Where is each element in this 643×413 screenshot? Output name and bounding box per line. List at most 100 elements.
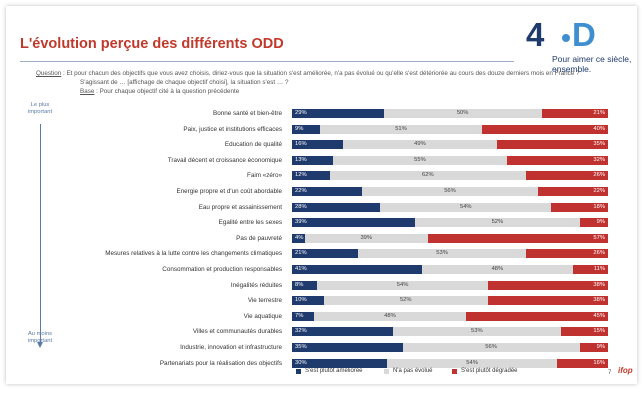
category-label: Eau propre et assainissement <box>198 203 282 211</box>
bar-segment-improved: 21% <box>292 249 359 259</box>
category-label: Pas de pauvreté <box>236 234 282 242</box>
question-text-2: S'agissant de … [affichage de chaque obj… <box>80 79 289 86</box>
bar-segment-same: 54% <box>386 358 558 368</box>
axis-bottom-label: Au moins important <box>27 331 53 344</box>
bar-segment-same: 52% <box>415 218 580 228</box>
bar-segment-improved: 28% <box>292 202 381 212</box>
category-label: Bonne santé et bien-être <box>213 110 282 117</box>
bar-segment-degraded: 26% <box>525 171 608 181</box>
logo: 4 D Pour aimer ce siècle, ensemble. <box>522 16 637 86</box>
legend-improved: S'est plutôt améliorée <box>296 368 363 374</box>
logo-dot <box>562 34 570 42</box>
category-label: Consommation et production responsables <box>162 266 282 273</box>
bar-segment-improved: 39% <box>292 218 416 228</box>
question-label: Question <box>36 70 62 77</box>
bar-row: 28% 54% 18% <box>292 202 608 212</box>
bar-row: 30% 54% 16% <box>292 358 608 368</box>
bar-segment-same: 54% <box>380 202 552 212</box>
bar-segment-degraded: 16% <box>557 358 608 368</box>
logo-letter: D <box>572 16 596 53</box>
bar-segment-degraded: 38% <box>487 296 608 306</box>
category-label: Vie terrestre <box>247 297 282 305</box>
arrow-down-icon <box>37 342 43 348</box>
legend-label-improved: S'est plutôt améliorée <box>305 368 363 374</box>
bar-segment-same: 52% <box>323 296 488 306</box>
bar-segment-degraded: 35% <box>497 140 608 150</box>
bar-segment-degraded: 22% <box>538 187 608 196</box>
bar-segment-improved: 35% <box>292 343 403 352</box>
bar-segment-degraded: 9% <box>579 218 608 228</box>
bar-segment-same: 62% <box>329 171 526 181</box>
bar-segment-degraded: 26% <box>525 249 608 259</box>
bar-segment-degraded: 18% <box>551 202 608 212</box>
legend-swatch-improved <box>296 368 301 374</box>
bar-segment-improved: 30% <box>292 358 387 368</box>
axis-top-label: Le plus important <box>27 102 53 115</box>
bar-segment-improved: 41% <box>292 265 422 274</box>
base-label: Base <box>80 88 95 95</box>
page-title: L'évolution perçue des différents ODD <box>20 36 284 52</box>
legend-label-degraded: S'est plutôt dégradée <box>461 368 518 374</box>
category-label: Vie aquatique <box>243 312 282 320</box>
bar-segment-same: 48% <box>314 311 466 321</box>
category-label: Partenariats pour la réalisation des obj… <box>159 359 282 367</box>
bar-row: 7% 48% 45% <box>292 311 608 321</box>
category-label: Inégalités réduites <box>230 281 282 289</box>
category-label: Villes et communautés durables <box>192 328 282 336</box>
legend-swatch-degraded <box>452 368 457 374</box>
importance-arrow-line <box>40 124 41 344</box>
category-label: Education de qualité <box>224 141 282 149</box>
question-text: Question : Et pour chacun des objectifs … <box>36 70 580 77</box>
logo-tagline: Pour aimer ce siècle, ensemble. <box>552 54 631 74</box>
bar-segment-improved: 16% <box>292 140 343 150</box>
bar-row: 29% 50% 21% <box>292 109 608 118</box>
bar-segment-degraded: 9% <box>579 343 608 352</box>
base-body: : Pour chaque objectif cité à la questio… <box>94 88 240 95</box>
bar-row: 35% 56% 9% <box>292 343 608 352</box>
bar-row: 16% 49% 35% <box>292 140 608 150</box>
bar-segment-improved: 29% <box>292 109 384 118</box>
bar-row: 10% 52% 38% <box>292 296 608 306</box>
bar-segment-degraded: 11% <box>573 265 608 274</box>
bar-segment-improved: 10% <box>292 296 324 306</box>
bar-segment-degraded: 32% <box>506 155 608 165</box>
bar-segment-improved: 12% <box>292 171 330 181</box>
bar-row: 12% 62% 26% <box>292 171 608 181</box>
bar-segment-same: 49% <box>342 140 498 150</box>
legend-same: N'a pas évolué <box>384 368 433 374</box>
base-text: Base : Pour chaque objectif cité à la qu… <box>80 88 239 95</box>
bar-row: 41% 48% 11% <box>292 265 608 274</box>
category-label: Paix, justice et institutions efficaces <box>183 125 282 133</box>
bar-segment-degraded: 45% <box>465 311 608 321</box>
category-label: Energie propre et d'un coût abordable <box>176 188 282 195</box>
logo-tagline-line-1: Pour aimer ce siècle, <box>552 54 632 64</box>
logo-tagline-line-2: ensemble. <box>552 64 592 74</box>
bar-segment-improved: 8% <box>292 280 318 290</box>
legend-swatch-same <box>384 368 389 374</box>
bar-row: 13% 55% 32% <box>292 155 608 165</box>
bar-segment-degraded: 40% <box>481 124 608 134</box>
bar-segment-same: 51% <box>320 124 482 134</box>
category-label: Travail décent et croissance économique <box>167 156 282 164</box>
bar-row: 4% 39% 57% <box>292 233 608 243</box>
logo-number: 4 <box>526 16 545 53</box>
ifop-logo: ifop <box>618 366 633 375</box>
bar-segment-same: 53% <box>393 327 561 337</box>
bar-segment-same: 56% <box>361 187 539 196</box>
bar-segment-same: 39% <box>304 233 428 243</box>
bar-segment-improved: 9% <box>292 124 321 134</box>
bar-segment-improved: 4% <box>292 233 305 243</box>
legend-label-same: N'a pas évolué <box>393 368 433 374</box>
bar-segment-degraded: 21% <box>541 109 608 118</box>
bar-segment-same: 56% <box>402 343 580 352</box>
bar-row: 22% 56% 22% <box>292 187 608 196</box>
bar-segment-same: 54% <box>317 280 488 290</box>
bar-segment-same: 48% <box>421 265 574 274</box>
bar-row: 32% 53% 15% <box>292 327 608 337</box>
bar-segment-degraded: 15% <box>560 327 608 337</box>
category-label: Egalité entre les sexes <box>218 219 282 227</box>
page-number: 7 <box>608 370 612 376</box>
bar-segment-same: 53% <box>358 249 526 259</box>
title-divider <box>20 61 514 62</box>
bar-row: 9% 51% 40% <box>292 124 608 134</box>
